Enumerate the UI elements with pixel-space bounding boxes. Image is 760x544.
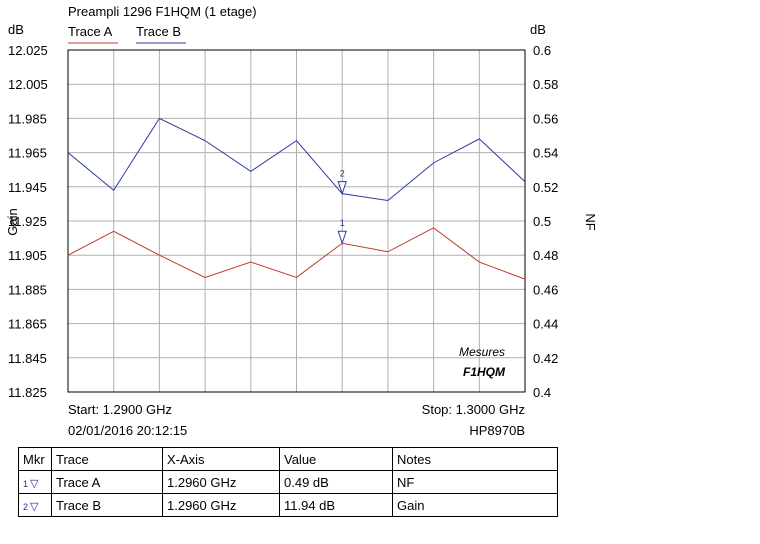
marker-1-label: 1 xyxy=(340,218,345,228)
y-right-tick-label: 0.46 xyxy=(533,282,558,297)
marker-number: 2 xyxy=(23,501,29,512)
plot-area: 12.025 0.6 12.005 0.58 11.985 0.56 11.965 0.54 1… xyxy=(8,43,558,400)
y-left-axis-label: Gain xyxy=(5,208,20,235)
table-row: 2 ▽ Trace B 1.2960 GHz 11.94 dB Gain xyxy=(18,493,558,517)
marker-triangle-icon: ▽ xyxy=(30,477,39,490)
marker-triangle-icon: ▽ xyxy=(30,500,39,513)
annotation-line1: Mesures xyxy=(459,345,505,359)
y-left-tick-label: 11.885 xyxy=(8,282,47,297)
instrument-name: HP8970B xyxy=(469,423,525,438)
x-axis-cell: 1.2960 GHz xyxy=(162,493,280,517)
left-unit-label: dB xyxy=(8,22,24,37)
y-right-tick-label: 0.42 xyxy=(533,351,558,366)
y-right-tick-label: 0.52 xyxy=(533,180,558,195)
series-line-trace-b xyxy=(67,117,526,202)
marker-cell: 1 ▽ xyxy=(18,470,52,494)
col-mkr: Mkr xyxy=(18,447,52,471)
y-right-tick-label: 0.5 xyxy=(533,214,551,229)
legend-trace-b-label: Trace B xyxy=(136,24,181,39)
chart-svg: Preampli 1296 F1HQM (1 etage) dB dB Trac… xyxy=(5,4,598,400)
x-axis-cell: 1.2960 GHz xyxy=(162,470,280,494)
value-cell: 0.49 dB xyxy=(279,470,393,494)
y-right-axis-label: NF xyxy=(583,213,598,230)
y-left-tick-label: 11.905 xyxy=(8,248,47,263)
col-value: Value xyxy=(279,447,393,471)
col-trace: Trace xyxy=(51,447,163,471)
y-left-tick-label: 11.925 xyxy=(8,214,47,229)
stop-frequency: Stop: 1.3000 GHz xyxy=(421,402,525,417)
marker-1-icon xyxy=(337,230,347,245)
y-left-tick-label: 11.845 xyxy=(8,351,47,366)
plot-frame xyxy=(67,49,526,393)
marker-cell: 2 ▽ xyxy=(18,493,52,517)
y-right-tick-label: 0.4 xyxy=(533,385,551,400)
marker-2-icon xyxy=(337,181,347,196)
annotation-line2: F1HQM xyxy=(463,365,506,379)
notes-cell: Gain xyxy=(392,493,558,517)
trace-cell: Trace B xyxy=(51,493,163,517)
chart-title: Preampli 1296 F1HQM (1 etage) xyxy=(68,4,257,19)
y-left-tick-label: 12.025 xyxy=(8,43,48,58)
y-left-tick-label: 11.965 xyxy=(8,146,47,161)
value-cell: 11.94 dB xyxy=(279,493,393,517)
legend-trace-a-label: Trace A xyxy=(68,24,113,39)
measurement-datetime: 02/01/2016 20:12:15 xyxy=(68,423,188,438)
y-right-tick-label: 0.6 xyxy=(533,43,551,58)
notes-cell: NF xyxy=(392,470,558,494)
marker-number: 1 xyxy=(23,478,29,489)
y-left-tick-label: 11.825 xyxy=(8,385,47,400)
marker-2-label: 2 xyxy=(340,169,345,179)
y-left-tick-label: 11.985 xyxy=(8,111,47,126)
right-unit-label: dB xyxy=(530,22,546,37)
marker-table-header: Mkr Trace X-Axis Value Notes xyxy=(18,447,558,471)
y-left-tick-label: 11.945 xyxy=(8,180,47,195)
y-right-tick-label: 0.48 xyxy=(533,248,558,263)
series-line-trace-a xyxy=(67,227,526,280)
y-left-tick-label: 12.005 xyxy=(8,77,48,92)
table-row: 1 ▽ Trace A 1.2960 GHz 0.49 dB NF xyxy=(18,470,558,494)
y-right-tick-label: 0.56 xyxy=(533,111,558,126)
chart-annotation: Mesures F1HQM xyxy=(459,345,506,379)
trace-cell: Trace A xyxy=(51,470,163,494)
start-frequency: Start: 1.2900 GHz xyxy=(68,402,173,417)
col-notes: Notes xyxy=(392,447,558,471)
y-right-tick-label: 0.44 xyxy=(533,317,558,332)
y-right-tick-label: 0.54 xyxy=(533,146,558,161)
col-x-axis: X-Axis xyxy=(162,447,280,471)
y-left-tick-label: 11.865 xyxy=(8,317,47,332)
marker-table: Mkr Trace X-Axis Value Notes 1 ▽ Trace A … xyxy=(18,447,558,517)
y-right-tick-label: 0.58 xyxy=(533,77,558,92)
